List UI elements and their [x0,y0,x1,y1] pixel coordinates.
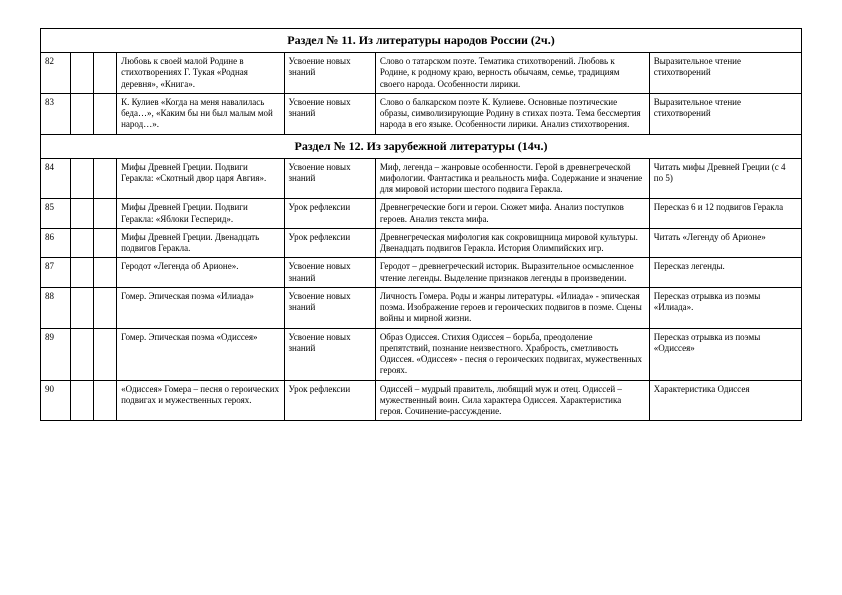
row-num: 89 [41,328,71,380]
blank-cell [71,328,94,380]
row-topic: Мифы Древней Греции. Подвиги Геракла: «С… [117,158,284,199]
table-row: 89 Гомер. Эпическая поэма «Одиссея» Усво… [41,328,802,380]
row-num: 83 [41,93,71,134]
row-topic: Любовь к своей малой Родине в стихотворе… [117,53,284,94]
row-hw: Выразительное чтение стихотворений [649,93,801,134]
row-type: Урок рефлексии [284,380,375,421]
table-row: 84 Мифы Древней Греции. Подвиги Геракла:… [41,158,802,199]
row-desc: Древнегреческая мифология как сокровищни… [375,228,649,258]
row-hw: Выразительное чтение стихотворений [649,53,801,94]
row-hw: Пересказ отрывка из поэмы «Одиссея» [649,328,801,380]
table-row: 88 Гомер. Эпическая поэма «Илиада» Усвое… [41,287,802,328]
row-desc: Древнегреческие боги и герои. Сюжет мифа… [375,199,649,229]
blank-cell [94,380,117,421]
row-topic: Гомер. Эпическая поэма «Илиада» [117,287,284,328]
row-desc: Личность Гомера. Роды и жанры литературы… [375,287,649,328]
blank-cell [71,93,94,134]
table-row: 85 Мифы Древней Греции. Подвиги Геракла:… [41,199,802,229]
row-desc: Миф, легенда – жанровые особенности. Гер… [375,158,649,199]
row-topic: Гомер. Эпическая поэма «Одиссея» [117,328,284,380]
row-type: Урок рефлексии [284,199,375,229]
row-type: Усвоение новых знаний [284,328,375,380]
row-num: 82 [41,53,71,94]
row-type: Усвоение новых знаний [284,93,375,134]
row-hw: Читать мифы Древней Греции (с 4 по 5) [649,158,801,199]
curriculum-table: Раздел № 11. Из литературы народов Росси… [40,28,802,421]
row-num: 85 [41,199,71,229]
table-row: 86 Мифы Древней Греции. Двенадцать подви… [41,228,802,258]
section-header-row: Раздел № 11. Из литературы народов Росси… [41,29,802,53]
row-topic: К. Кулиев «Когда на меня навалилась беда… [117,93,284,134]
row-num: 88 [41,287,71,328]
row-hw: Характеристика Одиссея [649,380,801,421]
blank-cell [71,199,94,229]
row-hw: Пересказ 6 и 12 подвигов Геракла [649,199,801,229]
row-num: 90 [41,380,71,421]
row-type: Усвоение новых знаний [284,258,375,288]
table-row: 90 «Одиссея» Гомера – песня о героически… [41,380,802,421]
blank-cell [94,328,117,380]
table-row: 82 Любовь к своей малой Родине в стихотв… [41,53,802,94]
row-desc: Слово о татарском поэте. Тематика стихот… [375,53,649,94]
row-type: Урок рефлексии [284,228,375,258]
blank-cell [94,287,117,328]
blank-cell [94,93,117,134]
blank-cell [94,258,117,288]
blank-cell [71,287,94,328]
blank-cell [71,228,94,258]
blank-cell [71,158,94,199]
row-desc: Образ Одиссея. Стихия Одиссея – борьба, … [375,328,649,380]
blank-cell [94,228,117,258]
blank-cell [71,380,94,421]
section-header-row: Раздел № 12. Из зарубежной литературы (1… [41,134,802,158]
row-type: Усвоение новых знаний [284,158,375,199]
row-num: 87 [41,258,71,288]
blank-cell [71,258,94,288]
blank-cell [94,199,117,229]
blank-cell [94,158,117,199]
row-type: Усвоение новых знаний [284,53,375,94]
row-topic: Мифы Древней Греции. Двенадцать подвигов… [117,228,284,258]
row-type: Усвоение новых знаний [284,287,375,328]
row-topic: Мифы Древней Греции. Подвиги Геракла: «Я… [117,199,284,229]
row-num: 84 [41,158,71,199]
table-row: 87 Геродот «Легенда об Арионе». Усвоение… [41,258,802,288]
section2-title: Раздел № 12. Из зарубежной литературы (1… [41,134,802,158]
row-hw: Пересказ отрывка из поэмы «Илиада». [649,287,801,328]
table-row: 83 К. Кулиев «Когда на меня навалилась б… [41,93,802,134]
section1-title: Раздел № 11. Из литературы народов Росси… [41,29,802,53]
row-topic: Геродот «Легенда об Арионе». [117,258,284,288]
row-hw: Пересказ легенды. [649,258,801,288]
row-num: 86 [41,228,71,258]
row-hw: Читать «Легенду об Арионе» [649,228,801,258]
row-desc: Слово о балкарском поэте К. Кулиеве. Осн… [375,93,649,134]
row-desc: Геродот – древнегреческий историк. Выраз… [375,258,649,288]
row-topic: «Одиссея» Гомера – песня о героических п… [117,380,284,421]
row-desc: Одиссей – мудрый правитель, любящий муж … [375,380,649,421]
blank-cell [94,53,117,94]
blank-cell [71,53,94,94]
